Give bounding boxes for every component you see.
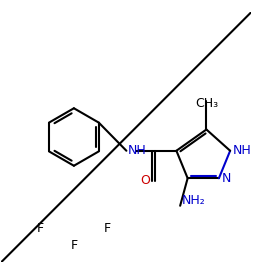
Text: F: F xyxy=(37,222,44,235)
Text: F: F xyxy=(70,239,77,252)
Text: NH: NH xyxy=(233,144,252,157)
Text: F: F xyxy=(104,222,111,235)
Text: N: N xyxy=(222,172,231,185)
Text: O: O xyxy=(140,174,150,187)
Text: CH₃: CH₃ xyxy=(195,97,218,110)
Text: NH₂: NH₂ xyxy=(181,194,205,207)
Text: NH: NH xyxy=(128,144,146,157)
